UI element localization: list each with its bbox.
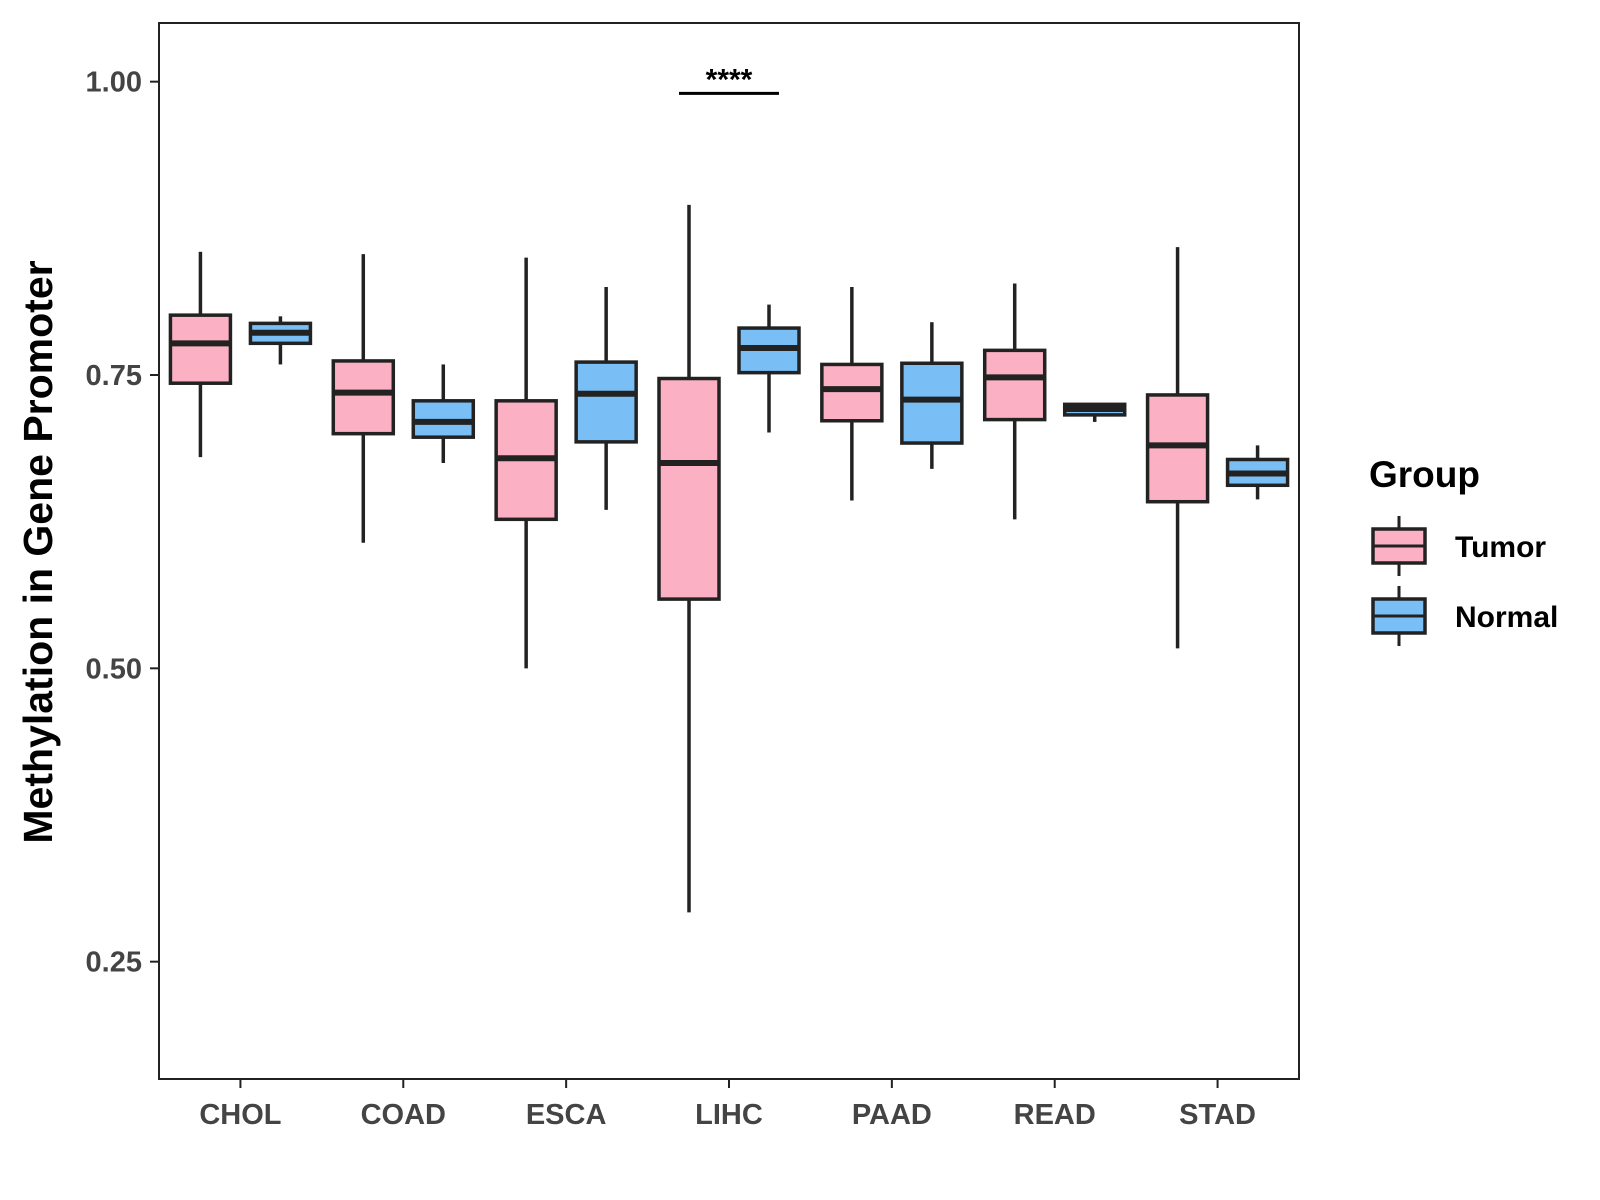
box-tumor-esca — [494, 257, 558, 669]
plot-area: 0.25 0.50 0.75 1.00 CHOL COAD ESCA LIHC PAAD READ… — [86, 22, 1300, 1131]
box-tumor-paad — [820, 287, 884, 501]
y-tick-label: 0.50 — [86, 653, 142, 685]
box-body — [574, 360, 638, 444]
box-normal-chol — [248, 316, 313, 365]
box-normal-lihc — [737, 304, 801, 433]
significance-label: **** — [706, 63, 753, 96]
box-tumor-read — [982, 283, 1047, 520]
box-body — [900, 361, 964, 445]
box-normal-stad — [1225, 445, 1290, 500]
box-normal-read — [1062, 402, 1127, 422]
box-body — [168, 313, 233, 385]
legend-label-normal: Normal — [1455, 601, 1558, 634]
box-normal-paad — [900, 322, 964, 469]
box-body — [820, 362, 884, 423]
box-body — [657, 376, 721, 601]
box-body — [331, 359, 396, 436]
legend-title: Group — [1369, 454, 1480, 495]
y-axis-title: Methylation in Gene Promoter — [15, 260, 61, 843]
box-normal-coad — [411, 364, 476, 463]
x-tick-label: COAD — [361, 1099, 446, 1131]
box-tumor-stad — [1145, 247, 1210, 649]
legend-key-normal — [1371, 586, 1427, 646]
x-tick-label: READ — [1014, 1099, 1096, 1131]
box-tumor-lihc — [657, 204, 721, 913]
box-normal-esca — [574, 287, 638, 510]
x-tick-label: ESCA — [526, 1099, 607, 1131]
legend-label-tumor: Tumor — [1455, 531, 1546, 564]
box-tumor-chol — [168, 251, 233, 458]
y-tick-label: 0.75 — [86, 360, 142, 392]
x-tick-label: STAD — [1179, 1099, 1256, 1131]
box-tumor-coad — [331, 254, 396, 543]
x-tick-label: LIHC — [695, 1099, 763, 1131]
box-body — [982, 348, 1047, 422]
y-tick-label: 0.25 — [86, 947, 142, 979]
y-tick-label: 1.00 — [86, 67, 142, 99]
x-tick-label: CHOL — [199, 1099, 281, 1131]
x-tick-label: PAAD — [852, 1099, 932, 1131]
legend: Group Tumor Normal — [1369, 454, 1558, 646]
legend-key-tumor — [1371, 516, 1427, 576]
